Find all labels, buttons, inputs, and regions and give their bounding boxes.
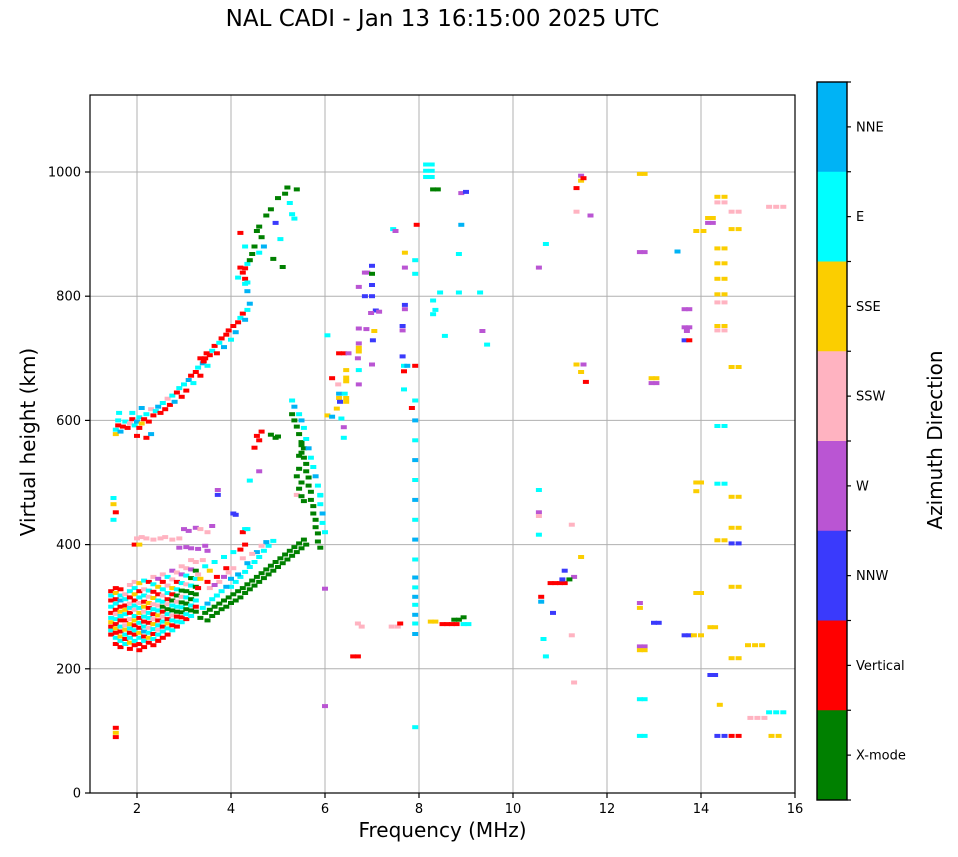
y-tick-label: 400 (56, 538, 81, 553)
x-tick-label: 8 (415, 802, 423, 817)
colorbar-category-label: NNE (856, 120, 884, 135)
colorbar-category-label: X-mode (856, 749, 906, 764)
colorbar-category-label: SSW (856, 390, 886, 405)
colorbar-category-label: SSE (856, 300, 881, 315)
scatter-points (108, 162, 787, 740)
y-tick-label: 0 (73, 787, 81, 802)
colorbar-segment (817, 82, 847, 173)
chart-title: NAL CADI - Jan 13 16:15:00 2025 UTC (225, 6, 660, 32)
colorbar-segment (817, 351, 847, 442)
y-tick-label: 1000 (48, 166, 81, 181)
x-tick-label: 2 (133, 802, 141, 817)
x-tick-label: 4 (227, 802, 235, 817)
plot-border (89, 94, 796, 794)
colorbar: NNE E SSE SSW W NNW Vertical X-mode (816, 81, 906, 801)
x-tick-label: 16 (787, 802, 804, 817)
x-tick-label: 6 (321, 802, 329, 817)
y-tick-label: 200 (56, 662, 81, 677)
colorbar-segment (817, 441, 847, 532)
x-tick-label: 12 (599, 802, 616, 817)
colorbar-segment (817, 710, 847, 801)
y-tick-label: 800 (56, 290, 81, 305)
colorbar-segment (817, 530, 847, 621)
y-axis-label: Virtual height (km) (16, 347, 40, 537)
colorbar-segment (817, 620, 847, 711)
colorbar-category-label: W (856, 479, 869, 494)
gridlines (90, 95, 795, 793)
x-axis: 2 4 6 8 10 12 14 16 (133, 793, 803, 817)
x-tick-label: 14 (693, 802, 710, 817)
colorbar-category-label: E (856, 210, 864, 225)
colorbar-category-label: NNW (856, 569, 888, 584)
x-tick-label: 10 (505, 802, 522, 817)
colorbar-segment (817, 171, 847, 262)
y-axis: 0 200 400 600 800 1000 (48, 166, 90, 802)
y-tick-label: 600 (56, 414, 81, 429)
colorbar-segment (817, 261, 847, 352)
x-axis-label: Frequency (MHz) (358, 818, 527, 842)
colorbar-label: Azimuth Direction (923, 350, 947, 530)
colorbar-category-label: Vertical (856, 659, 905, 674)
